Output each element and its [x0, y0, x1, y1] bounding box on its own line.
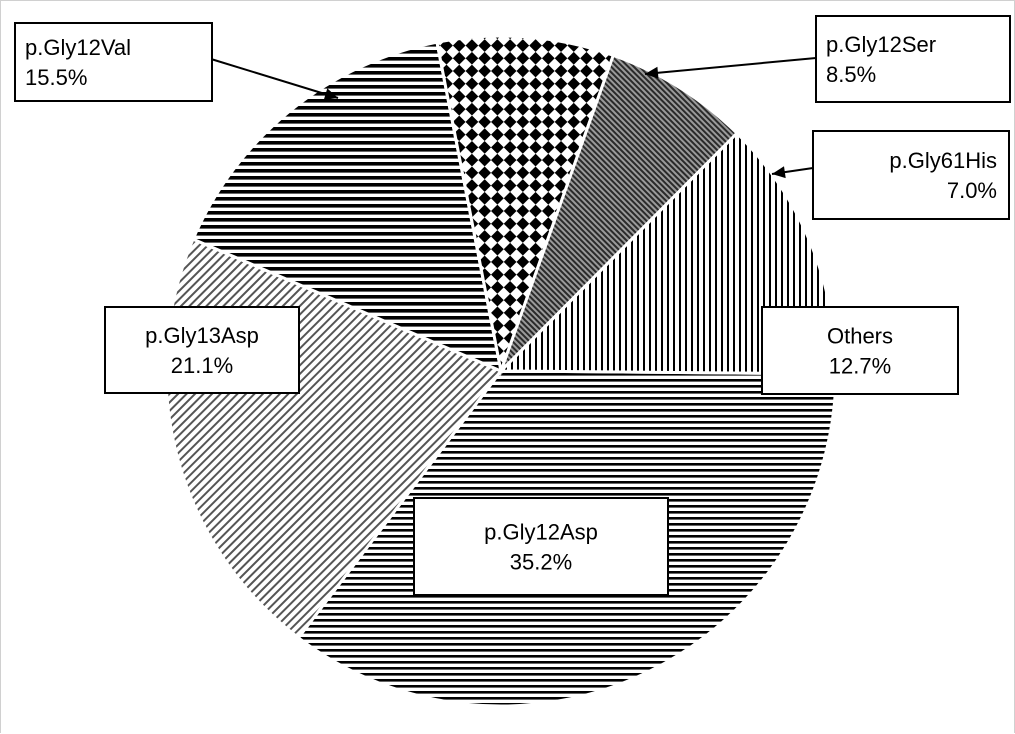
- leader-line-p-gly12val: [210, 58, 339, 99]
- label-box-p-gly12val: [14, 22, 213, 102]
- label-p-gly61his: p.Gly61His 7.0%: [812, 130, 1010, 220]
- label-box-others: [761, 306, 959, 395]
- slice-value-others: 12.7%: [829, 354, 891, 379]
- slice-name-others: Others: [827, 324, 893, 349]
- pie-slice-p-gly61his: [499, 53, 740, 373]
- slice-name-p-gly13asp: p.Gly13Asp: [145, 323, 259, 348]
- slice-value-p-gly12asp: 35.2%: [510, 550, 572, 575]
- slice-labels: p.Gly12Asp 35.2% p.Gly13Asp 21.1% p.Gly12Val…: [14, 15, 1011, 596]
- leader-arrowhead-p-gly61his: [772, 166, 786, 179]
- label-p-gly12ser: p.Gly12Ser 8.5%: [815, 15, 1011, 103]
- leader-line-p-gly12ser: [644, 57, 817, 75]
- pie-slice-p-gly12ser: [435, 34, 616, 377]
- label-p-gly13asp: p.Gly13Asp 21.1%: [104, 306, 300, 394]
- leader-arrowhead-p-gly12val: [323, 88, 338, 100]
- pie-slices: [164, 34, 838, 708]
- slice-name-p-gly12asp: p.Gly12Asp: [484, 520, 598, 545]
- leader-arrowhead-p-gly12ser: [645, 66, 659, 79]
- label-others: Others 12.7%: [761, 306, 959, 395]
- slice-name-p-gly12val: p.Gly12Val: [25, 35, 131, 60]
- label-box-p-gly13asp: [104, 306, 300, 394]
- label-box-p-gly12asp: [413, 497, 669, 596]
- slice-value-p-gly12ser: 8.5%: [826, 62, 876, 87]
- label-p-gly12val: p.Gly12Val 15.5%: [14, 22, 213, 102]
- slice-name-p-gly12ser: p.Gly12Ser: [826, 32, 936, 57]
- pie-slice-p-gly12val: [191, 40, 504, 374]
- slice-name-p-gly61his: p.Gly61His: [889, 148, 997, 173]
- leader-lines: [210, 57, 817, 179]
- slice-value-p-gly13asp: 21.1%: [171, 353, 233, 378]
- label-p-gly12asp: p.Gly12Asp 35.2%: [413, 497, 669, 596]
- slice-value-p-gly61his: 7.0%: [947, 178, 997, 203]
- slice-value-p-gly12val: 15.5%: [25, 65, 87, 90]
- label-box-p-gly12ser: [815, 15, 1011, 103]
- label-box-p-gly61his: [812, 130, 1010, 220]
